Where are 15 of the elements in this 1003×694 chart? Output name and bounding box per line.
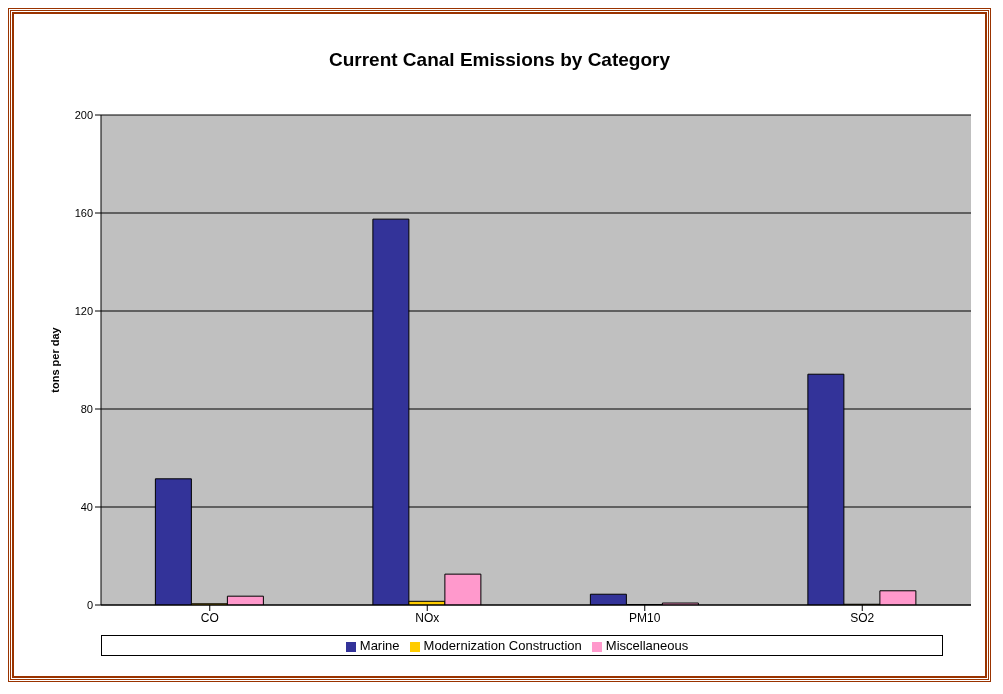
y-tick-label: 200 [74,108,93,121]
legend-label: Modernization Construction [423,638,582,653]
y-tick-label: 0 [86,598,93,611]
x-tick-label: CO [200,610,219,625]
y-tick-label: 40 [80,500,93,513]
chart-title: Current Canal Emissions by Category [327,49,671,71]
y-tick-label: 120 [74,304,93,317]
y-tick-label: 160 [74,206,93,219]
y-tick-label: 80 [80,402,93,415]
x-tick-label: NOx [415,610,440,625]
x-tick-label: SO2 [850,610,875,625]
legend-label: Marine [359,638,400,653]
legend-label: Miscellaneous [605,638,689,653]
y-axis-title: tons per day [48,326,61,393]
x-tick-label: PM10 [629,610,661,625]
